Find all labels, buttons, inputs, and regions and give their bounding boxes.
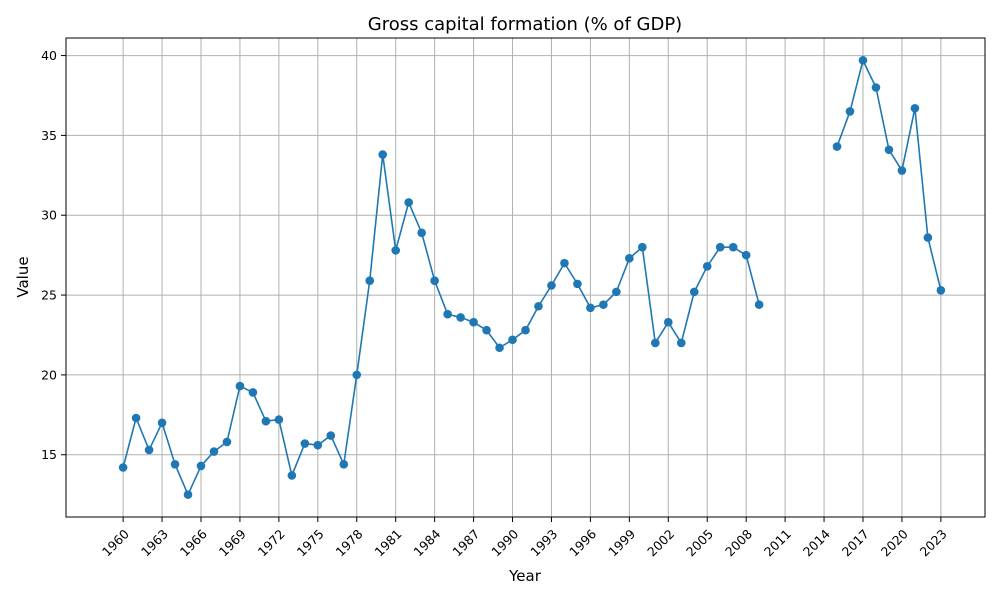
data-point bbox=[599, 300, 608, 309]
data-point bbox=[235, 381, 245, 391]
x-tick-label: 1963 bbox=[138, 526, 171, 559]
data-point bbox=[183, 490, 193, 499]
data-point bbox=[858, 56, 868, 65]
grid-lines bbox=[66, 38, 985, 517]
series-layer bbox=[118, 56, 946, 499]
x-tick-label: 2002 bbox=[644, 526, 677, 559]
x-axis-label: Year bbox=[508, 567, 542, 585]
data-point bbox=[586, 303, 595, 313]
data-point bbox=[638, 242, 647, 252]
data-point bbox=[391, 246, 400, 255]
data-point bbox=[430, 276, 439, 285]
x-tick-label: 2014 bbox=[800, 526, 833, 559]
data-point bbox=[923, 233, 933, 242]
data-point bbox=[495, 343, 504, 353]
data-point bbox=[456, 313, 465, 322]
data-point bbox=[287, 471, 297, 480]
data-point bbox=[365, 276, 375, 285]
data-point bbox=[832, 142, 842, 151]
data-point bbox=[689, 287, 699, 297]
y-tick-label: 35 bbox=[41, 128, 57, 143]
data-point bbox=[417, 228, 426, 238]
data-point bbox=[897, 166, 907, 175]
data-point bbox=[404, 198, 413, 207]
data-point bbox=[378, 150, 388, 159]
data-point bbox=[936, 285, 946, 295]
x-tick-label: 2005 bbox=[683, 526, 716, 559]
data-point bbox=[612, 287, 621, 297]
x-tick-label: 1984 bbox=[410, 526, 443, 559]
x-tick-label: 1969 bbox=[216, 526, 249, 559]
x-tick-label: 2023 bbox=[917, 526, 950, 559]
x-tick-label: 2020 bbox=[878, 526, 911, 559]
x-tick-label: 1993 bbox=[527, 526, 560, 559]
chart-title: Gross capital formation (% of GDP) bbox=[368, 14, 682, 35]
x-axis-ticks: 1960 1963 1966 1969 1972 1975 1978 1981 1984 1987… bbox=[99, 517, 950, 559]
x-tick-label: 1987 bbox=[449, 526, 482, 559]
x-tick-label: 1975 bbox=[294, 526, 327, 559]
data-point bbox=[196, 461, 206, 471]
data-point bbox=[313, 440, 323, 450]
data-point bbox=[573, 279, 582, 289]
data-point bbox=[702, 262, 712, 271]
data-point bbox=[728, 242, 738, 252]
data-point bbox=[754, 300, 764, 309]
data-point bbox=[157, 418, 167, 428]
data-point bbox=[209, 447, 219, 456]
y-axis-ticks: 15 20 25 30 35 40 bbox=[41, 48, 66, 462]
data-point bbox=[443, 309, 452, 319]
data-point bbox=[248, 388, 258, 397]
data-point bbox=[676, 338, 686, 348]
y-tick-label: 15 bbox=[41, 447, 57, 462]
data-point bbox=[482, 325, 491, 335]
data-point bbox=[144, 445, 154, 455]
data-point bbox=[300, 439, 310, 448]
data-point bbox=[651, 338, 660, 348]
x-tick-label: 2017 bbox=[839, 526, 872, 559]
x-tick-label: 1981 bbox=[372, 526, 405, 559]
data-point bbox=[118, 463, 128, 472]
x-tick-label: 1996 bbox=[566, 526, 599, 559]
data-point bbox=[715, 242, 725, 252]
data-point bbox=[222, 437, 232, 447]
x-tick-label: 1960 bbox=[99, 526, 132, 559]
y-tick-label: 30 bbox=[41, 208, 57, 223]
data-point bbox=[326, 431, 336, 440]
plot-frame bbox=[65, 37, 986, 518]
data-point bbox=[261, 416, 271, 426]
data-point bbox=[910, 103, 920, 113]
y-tick-label: 40 bbox=[41, 48, 57, 63]
data-point bbox=[663, 317, 673, 327]
data-point bbox=[741, 250, 751, 260]
data-point bbox=[534, 301, 543, 311]
y-axis-label: Value bbox=[14, 256, 32, 297]
data-point bbox=[339, 460, 349, 469]
data-point bbox=[469, 317, 478, 327]
data-point bbox=[871, 83, 881, 92]
y-tick-label: 25 bbox=[41, 288, 57, 303]
data-point bbox=[131, 413, 141, 423]
x-tick-label: 1972 bbox=[255, 526, 288, 559]
x-tick-label: 1966 bbox=[177, 526, 210, 559]
y-tick-label: 20 bbox=[41, 367, 57, 382]
data-point bbox=[560, 258, 569, 268]
x-tick-label: 1990 bbox=[488, 526, 521, 559]
data-point bbox=[845, 107, 855, 116]
data-point bbox=[521, 325, 530, 335]
data-point bbox=[352, 370, 362, 380]
data-point bbox=[547, 281, 556, 290]
x-tick-label: 2008 bbox=[722, 526, 755, 559]
data-point bbox=[625, 254, 634, 263]
data-point bbox=[508, 335, 517, 345]
data-point bbox=[170, 460, 180, 469]
series-line bbox=[122, 153, 760, 496]
series-line bbox=[836, 59, 942, 291]
x-tick-label: 1999 bbox=[605, 526, 638, 559]
data-point bbox=[884, 145, 894, 155]
x-tick-label: 1978 bbox=[333, 526, 366, 559]
x-tick-label: 2011 bbox=[761, 526, 794, 559]
data-point bbox=[274, 415, 284, 424]
